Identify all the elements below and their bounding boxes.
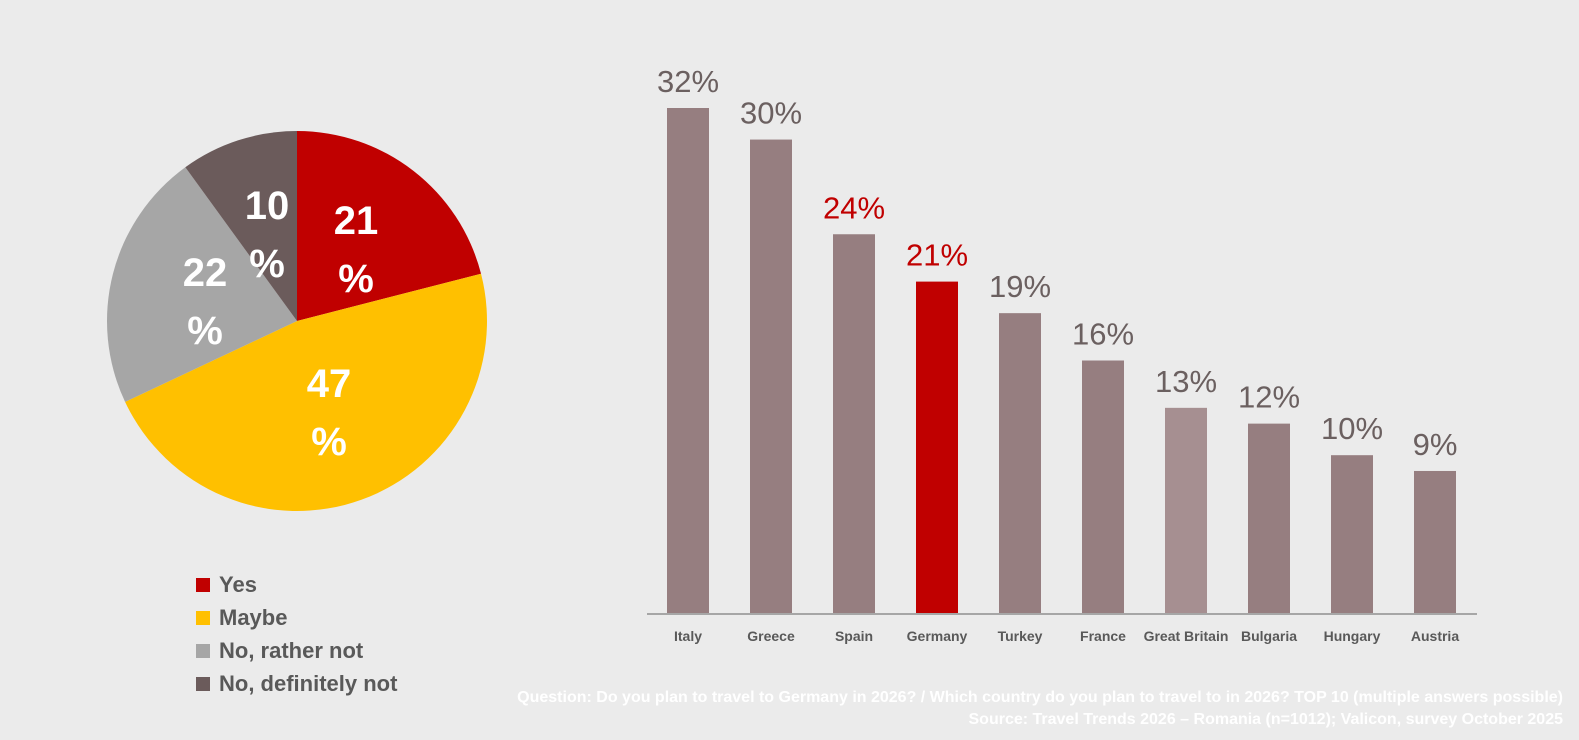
legend-swatch-maybe: [196, 610, 210, 625]
bar-category-austria: Austria: [1411, 628, 1459, 644]
legend-item-yes: Yes: [196, 568, 397, 601]
bar-category-turkey: Turkey: [998, 628, 1043, 644]
pie-label-maybe-percent: %: [311, 420, 347, 464]
bar-italy: [667, 108, 709, 613]
bar-value-great-britain: 13%: [1155, 364, 1217, 399]
pie-label-no-definitely-not-value: 10: [245, 184, 290, 228]
bar-chart: 32% Italy 30% Greece 24% Spain 21% Germany 19% Tu…: [647, 64, 1477, 644]
bar-value-spain: 24%: [823, 190, 885, 225]
legend-item-definitely-not: No, definitely not: [196, 667, 397, 700]
pie-label-maybe-value: 47: [307, 362, 352, 406]
footnote-question: Question: Do you plan to travel to Germa…: [517, 689, 1563, 706]
pie-label-yes-percent: %: [338, 257, 374, 301]
bar-great-britain: [1165, 407, 1207, 613]
legend-label-definitely-not: No, definitely not: [219, 670, 398, 696]
bar-bulgaria: [1248, 423, 1290, 613]
pie-label-no-definitely-not-percent: %: [249, 242, 285, 286]
bar-category-hungary: Hungary: [1324, 628, 1381, 644]
bar-category-france: France: [1080, 628, 1126, 644]
bar-value-france: 16%: [1072, 317, 1134, 352]
bar-category-greece: Greece: [747, 628, 795, 644]
bar-category-bulgaria: Bulgaria: [1241, 628, 1297, 644]
bar-value-turkey: 19%: [989, 269, 1051, 304]
pie-label-no-rather-not-value: 22: [183, 251, 228, 295]
bar-category-spain: Spain: [835, 628, 873, 644]
footnote: Question: Do you plan to travel to Germa…: [517, 687, 1563, 731]
pie-legend: Yes Maybe No, rather not No, definitely …: [196, 568, 397, 700]
legend-label-maybe: Maybe: [219, 604, 288, 630]
pie-chart: 21% 47% 22% 10%: [106, 131, 488, 512]
bar-value-greece: 30%: [740, 96, 802, 131]
bar-turkey: [999, 313, 1041, 613]
bar-france: [1082, 360, 1124, 613]
bar-value-austria: 9%: [1413, 427, 1458, 462]
bar-hungary: [1331, 455, 1373, 613]
bar-value-hungary: 10%: [1321, 411, 1383, 446]
bar-category-germany: Germany: [907, 628, 968, 644]
bar-spain: [833, 234, 875, 613]
bar-category-great-britain: Great Britain: [1144, 628, 1229, 644]
pie-slice-no-definitely-not: [185, 131, 297, 321]
legend-label-rather-not: No, rather not: [219, 637, 364, 663]
pie-slice-no-rather-not: [106, 167, 297, 402]
pie-slice-maybe: [125, 273, 488, 512]
pie-slice-yes: [297, 131, 482, 321]
bar-germany: [916, 281, 958, 613]
bar-value-bulgaria: 12%: [1238, 380, 1300, 415]
legend-item-rather-not: No, rather not: [196, 634, 397, 667]
pie-label-no-rather-not-percent: %: [187, 309, 223, 353]
bar-value-italy: 32%: [657, 64, 719, 99]
bar-category-italy: Italy: [674, 628, 702, 644]
legend-item-maybe: Maybe: [196, 601, 397, 634]
bar-value-germany: 21%: [906, 238, 968, 273]
legend-label-yes: Yes: [219, 571, 257, 597]
legend-swatch-definitely-not: [196, 676, 210, 691]
pie-label-yes-value: 21: [334, 199, 379, 243]
legend-swatch-yes: [196, 577, 210, 592]
bar-austria: [1414, 470, 1456, 613]
legend-swatch-rather-not: [196, 643, 210, 658]
bar-greece: [750, 139, 792, 613]
footnote-source: Source: Travel Trends 2026 – Romania (n=…: [968, 711, 1564, 728]
